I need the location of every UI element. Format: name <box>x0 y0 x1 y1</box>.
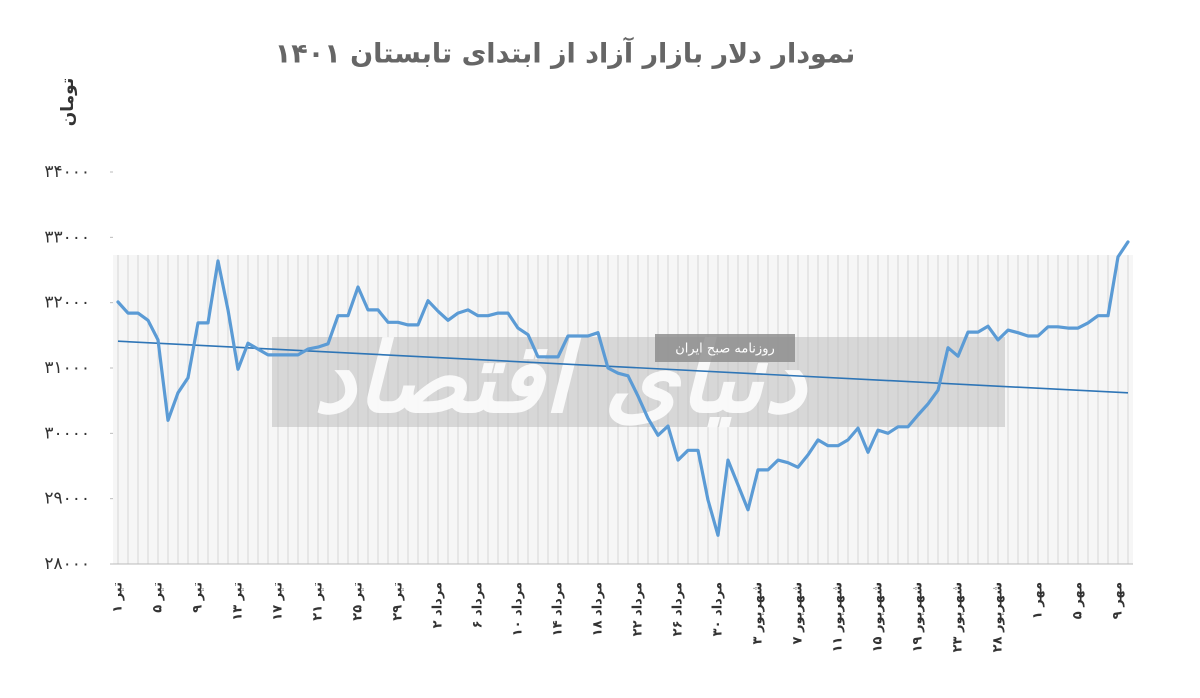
x-tick-label: مرداد ۲۲ <box>631 582 646 636</box>
data-line <box>116 240 1130 537</box>
y-tick-label: ۳۰۰۰۰ <box>44 423 90 443</box>
x-tick-label: تیر ۲۱ <box>311 582 326 621</box>
x-tick-label: تیر ۱ <box>111 582 126 613</box>
y-tick-label: ۳۴۰۰۰ <box>44 162 90 182</box>
y-tick-label: ۳۳۰۰۰ <box>44 227 90 247</box>
watermark-tag <box>655 334 795 362</box>
y-tick-label: ۳۱۰۰۰ <box>44 358 90 378</box>
x-tick-label: مهر ۵ <box>1071 582 1086 619</box>
y-axis-label: تومان <box>58 78 78 126</box>
x-tick-label: مرداد ۲ <box>431 582 446 628</box>
x-tick-label: شهریور ۱۱ <box>831 582 846 652</box>
x-tick-label: مرداد ۲۶ <box>671 582 686 636</box>
x-tick-label: تیر ۹ <box>191 582 206 613</box>
x-tick-label: شهریور ۱۵ <box>871 582 886 652</box>
x-tick-label: تیر ۱۷ <box>271 582 286 621</box>
x-tick-label: شهریور ۳ <box>751 582 766 644</box>
x-tick-label: مرداد ۶ <box>471 582 486 628</box>
y-tick-label: ۳۲۰۰۰ <box>44 293 90 313</box>
x-tick-label: تیر ۵ <box>151 582 166 613</box>
x-tick-label: مرداد ۱۰ <box>511 582 526 636</box>
watermark-band <box>272 337 1005 427</box>
chart-title: نمودار دلار بازار آزاد از ابتدای تابستان… <box>275 37 855 70</box>
x-tick-label: مهر ۱ <box>1031 582 1046 619</box>
x-tick-label: شهریور ۲۳ <box>951 582 966 652</box>
x-tick-label: شهریور ۷ <box>791 582 806 644</box>
x-tick-label: شهریور ۱۹ <box>911 582 926 652</box>
trend-line <box>117 340 1129 394</box>
x-tick-label: مرداد ۱۸ <box>591 582 606 636</box>
y-tick-label: ۲۹۰۰۰ <box>44 489 90 509</box>
x-tick-label: مرداد ۳۰ <box>711 582 726 636</box>
x-tick-label: شهریور ۲۸ <box>991 582 1006 652</box>
x-tick-label: تیر ۱۳ <box>231 582 246 621</box>
x-tick-label: مرداد ۱۴ <box>551 582 566 636</box>
x-tick-label: مهر ۹ <box>1111 582 1126 619</box>
x-tick-label: تیر ۲۵ <box>351 582 366 621</box>
watermark-subtitle: روزنامه صبح ایران <box>675 342 775 357</box>
y-tick-label: ۲۸۰۰۰ <box>44 554 90 574</box>
x-tick-label: تیر ۲۹ <box>391 582 406 621</box>
